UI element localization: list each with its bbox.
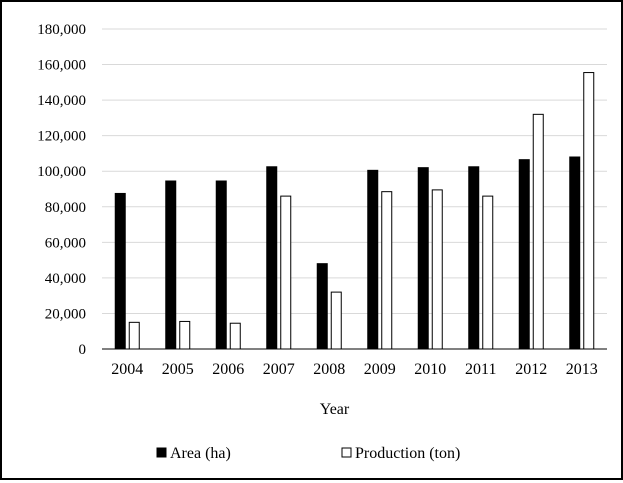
x-tick-label: 2013 [566,361,598,378]
y-tick-label: 20,000 [45,306,86,322]
y-tick-label: 80,000 [45,200,86,216]
bar-area [215,180,227,350]
x-tick-label: 2012 [515,361,547,378]
x-tick-label: 2007 [263,361,295,378]
y-tick-label: 180,000 [37,22,86,38]
bar-area [165,180,177,350]
legend-swatch-production [341,447,352,458]
x-axis-label: Year [320,401,350,418]
y-tick-label: 100,000 [37,164,86,180]
bar-production [179,320,191,350]
bar-production [330,291,342,350]
bar-area [569,156,581,350]
legend-label-area: Area (ha) [170,445,231,462]
x-tick-label: 2006 [212,361,244,378]
bar-area [114,192,126,350]
bar-area [518,159,530,350]
bar-area [367,169,379,350]
bar-area [266,166,278,350]
bar-production [532,113,544,350]
bar-production [431,189,443,350]
x-tick-label: 2009 [364,361,396,378]
bar-production [280,195,292,350]
y-axis-tick-labels: 0 20,000 40,000 60,000 80,000 100,000 120,000 1… [37,22,86,358]
bar-area [417,167,429,350]
bar-production [482,195,494,350]
legend: Area (ha) Production (ton) [156,445,460,462]
bars [114,72,595,350]
bar-production [381,191,393,350]
y-tick-label: 60,000 [45,235,86,251]
y-tick-label: 140,000 [37,93,86,109]
bar-area [316,263,328,350]
y-tick-label: 160,000 [37,58,86,74]
legend-label-production: Production (ton) [355,445,460,462]
y-tick-label: 0 [79,342,87,358]
x-tick-label: 2005 [162,361,194,378]
bar-production [128,321,140,350]
y-tick-label: 40,000 [45,271,86,287]
bar-production [583,72,595,350]
chart-svg: 0 20,000 40,000 60,000 80,000 100,000 120,000 1… [37,22,607,462]
y-tick-label: 120,000 [37,129,86,145]
x-tick-label: 2004 [111,361,143,378]
x-axis-tick-labels: 2004 2005 2006 2007 2008 2009 2010 2011 2012 2013 [111,361,598,378]
bar-area [468,166,480,350]
legend-swatch-area [156,447,167,458]
x-tick-label: 2011 [465,361,496,378]
gridlines [102,28,607,314]
x-tick-label: 2008 [313,361,345,378]
x-tick-label: 2010 [414,361,446,378]
bar-production [229,322,241,350]
